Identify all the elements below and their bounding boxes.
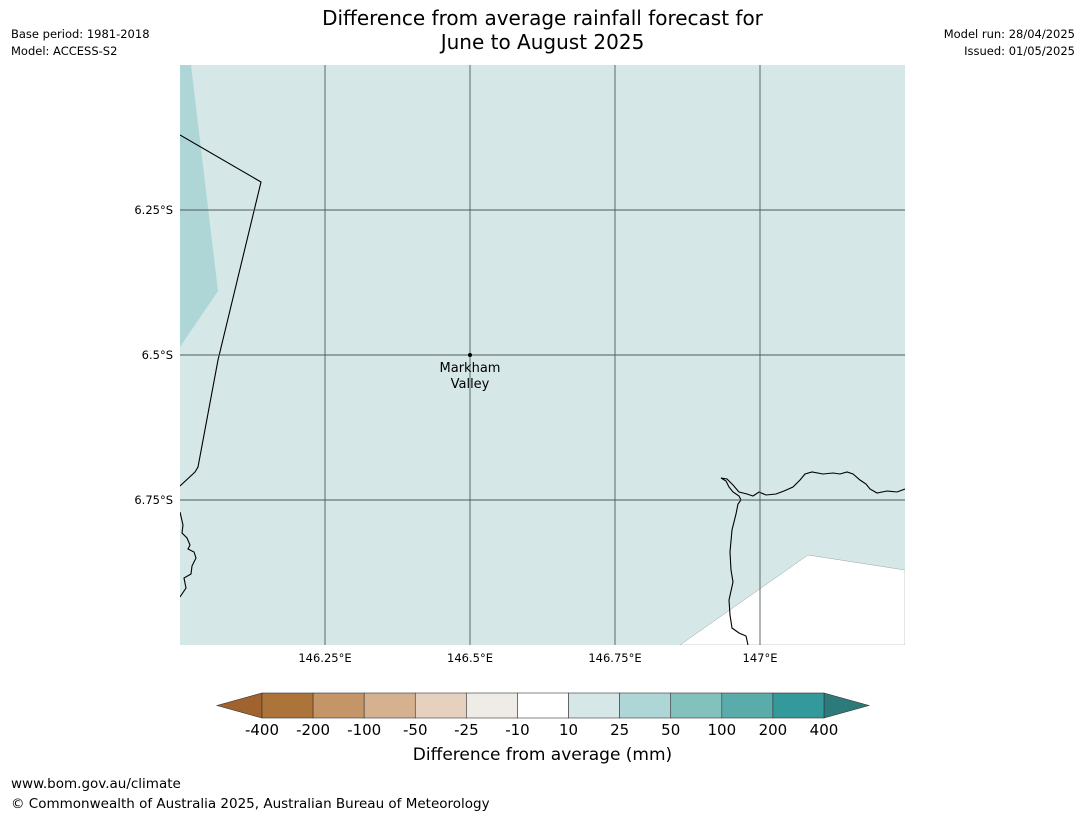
colorbar xyxy=(215,692,871,719)
place-name-line-2: Valley xyxy=(451,377,490,392)
place-marker-markham-valley: Markham Valley xyxy=(440,353,501,392)
base-period-text: Base period: 1981-2018 xyxy=(11,27,150,41)
copyright-text: © Commonwealth of Australia 2025, Austra… xyxy=(11,796,490,812)
issued-date-text: Issued: 01/05/2025 xyxy=(964,44,1075,58)
title-line-1: Difference from average rainfall forecas… xyxy=(322,6,763,30)
colorbar-tick-label: -25 xyxy=(454,721,479,739)
model-info-right: Model run: 28/04/2025 Issued: 01/05/2025 xyxy=(944,26,1075,60)
colorbar-segment xyxy=(568,692,620,719)
page-title: Difference from average rainfall forecas… xyxy=(0,6,1085,54)
longitude-label: 147°E xyxy=(743,651,778,665)
colorbar-extend-high xyxy=(823,692,871,719)
colorbar-tick-labels: -400 -200 -100 -50 -25 -10 10 25 50 100 200 400 xyxy=(245,721,838,739)
colorbar-tick-label: 25 xyxy=(610,721,629,739)
place-name-line-1: Markham xyxy=(440,361,501,376)
colorbar-segment xyxy=(772,692,825,719)
latitude-gridlines xyxy=(180,209,905,501)
huon-gulf-coastline xyxy=(720,471,905,645)
coastlines xyxy=(180,134,905,645)
colorbar-segment xyxy=(312,692,365,719)
higher-rainfall-region xyxy=(180,65,218,347)
model-run-text: Model run: 28/04/2025 xyxy=(943,27,1075,41)
colorbar-segment xyxy=(517,692,569,719)
colorbar-segment xyxy=(363,692,416,719)
map-panel xyxy=(180,65,905,645)
colorbar-segment xyxy=(261,692,314,719)
latitude-label: 6.25°S xyxy=(134,203,173,217)
colorbar-segment xyxy=(414,692,467,719)
website-url: www.bom.gov.au/climate xyxy=(11,776,181,792)
latitude-label: 6.5°S xyxy=(142,348,173,362)
latitude-labels: 6.25°S 6.5°S 6.75°S xyxy=(134,203,173,507)
colorbar-extend-low xyxy=(215,692,263,719)
western-coastline xyxy=(180,511,197,598)
colorbar-tick-label: 400 xyxy=(810,721,839,739)
footer: www.bom.gov.au/climate © Commonwealth of… xyxy=(11,774,490,814)
no-data-region xyxy=(679,554,905,645)
colorbar-label: Difference from average (mm) xyxy=(412,745,673,765)
colorbar-tick-label: -200 xyxy=(296,721,330,739)
model-info-left: Base period: 1981-2018 Model: ACCESS-S2 xyxy=(11,26,150,60)
colorbar-segment xyxy=(619,692,672,719)
colorbar-tick-label: -400 xyxy=(245,721,279,739)
colorbar-tick-label: 200 xyxy=(759,721,788,739)
latitude-label: 6.75°S xyxy=(134,493,173,507)
colorbar-segment xyxy=(721,692,774,719)
colorbar-segment xyxy=(466,692,518,719)
longitude-label: 146.75°E xyxy=(588,651,641,665)
colorbar-tick-label: -50 xyxy=(403,721,428,739)
model-name-text: Model: ACCESS-S2 xyxy=(11,44,118,58)
title-line-2: June to August 2025 xyxy=(440,30,645,54)
colorbar-tick-label: -10 xyxy=(505,721,530,739)
province-border xyxy=(180,134,262,487)
longitude-labels: 146.25°E 146.5°E 146.75°E 147°E xyxy=(298,651,777,665)
place-dot xyxy=(468,353,472,357)
colorbar-tick-label: -100 xyxy=(347,721,381,739)
longitude-label: 146.5°E xyxy=(447,651,493,665)
colorbar-tick-label: 50 xyxy=(661,721,680,739)
colorbar-tick-label: 100 xyxy=(707,721,736,739)
colorbar-segment xyxy=(670,692,723,719)
colorbar-tick-label: 10 xyxy=(559,721,578,739)
longitude-label: 146.25°E xyxy=(298,651,351,665)
